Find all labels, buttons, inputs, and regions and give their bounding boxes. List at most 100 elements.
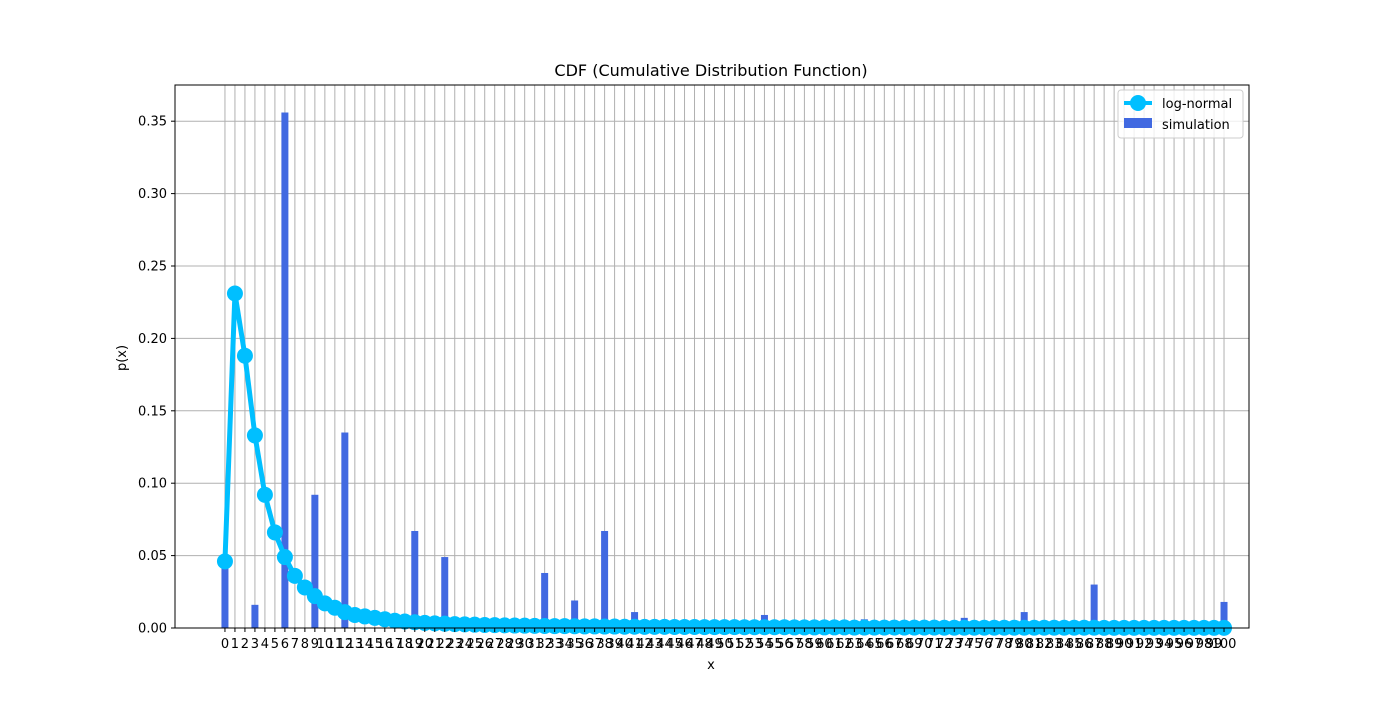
x-tick-label: 5 bbox=[271, 637, 279, 652]
log-normal-point bbox=[276, 549, 293, 566]
x-tick-label: 95 bbox=[1166, 637, 1183, 652]
y-tick-label: 0.10 bbox=[138, 477, 167, 492]
simulation-bar bbox=[541, 572, 549, 628]
legend: log-normal simulation bbox=[1117, 89, 1244, 139]
x-tick-label: 53 bbox=[746, 637, 763, 652]
x-tick-label: 17 bbox=[387, 637, 404, 652]
x-tick-label: 48 bbox=[696, 637, 713, 652]
x-tick-label: 88 bbox=[1096, 637, 1113, 652]
x-tick-label: 65 bbox=[866, 637, 883, 652]
x-tick-label: 2 bbox=[241, 637, 249, 652]
x-tick-label: 47 bbox=[686, 637, 703, 652]
x-tick-label: 56 bbox=[776, 637, 793, 652]
x-tick-label: 63 bbox=[846, 637, 863, 652]
x-tick-label: 74 bbox=[956, 637, 973, 652]
x-tick-label: 34 bbox=[556, 637, 573, 652]
x-tick-label: 3 bbox=[251, 637, 259, 652]
x-tick-label: 86 bbox=[1076, 637, 1093, 652]
x-axis-label: x bbox=[707, 658, 715, 673]
x-tick-label: 91 bbox=[1126, 637, 1143, 652]
simulation-bar bbox=[411, 530, 419, 628]
x-tick-label: 60 bbox=[816, 637, 833, 652]
x-tick-label: 49 bbox=[706, 637, 723, 652]
x-tick-label: 32 bbox=[536, 637, 553, 652]
x-tick-label: 16 bbox=[377, 637, 394, 652]
x-tick-label: 100 bbox=[1212, 637, 1237, 652]
x-tick-label: 64 bbox=[856, 637, 873, 652]
y-tick-label: 0.25 bbox=[138, 260, 167, 275]
simulation-bar bbox=[1090, 584, 1098, 628]
x-tick-label: 39 bbox=[606, 637, 623, 652]
x-tick-label: 33 bbox=[546, 637, 563, 652]
log-normal-point bbox=[246, 427, 263, 444]
legend-label-simulation: simulation bbox=[1162, 118, 1230, 133]
x-tick-label: 78 bbox=[996, 637, 1013, 652]
y-axis-label: p(x) bbox=[115, 345, 130, 371]
x-tick-label: 4 bbox=[261, 637, 269, 652]
x-tick-label: 26 bbox=[476, 637, 493, 652]
x-tick-label: 18 bbox=[397, 637, 414, 652]
x-tick-label: 76 bbox=[976, 637, 993, 652]
x-tick-label: 80 bbox=[1016, 637, 1033, 652]
x-tick-label: 27 bbox=[486, 637, 503, 652]
x-tick-label: 70 bbox=[916, 637, 933, 652]
y-axis-ticks: 0.00 0.05 0.10 0.15 0.20 0.25 0.30 0.35 bbox=[138, 115, 175, 637]
log-normal-point bbox=[236, 347, 253, 364]
y-tick-label: 0.00 bbox=[138, 622, 167, 637]
x-tick-label: 61 bbox=[826, 637, 843, 652]
x-tick-label: 81 bbox=[1026, 637, 1043, 652]
legend-marker-swatch bbox=[1130, 95, 1146, 111]
x-tick-label: 83 bbox=[1046, 637, 1063, 652]
x-tick-label: 28 bbox=[496, 637, 513, 652]
log-normal-point bbox=[286, 567, 303, 584]
x-tick-label: 22 bbox=[436, 637, 453, 652]
x-axis-ticks: 0 1 2 3 4 5 6 7 8 9101112131415161718192021222324… bbox=[221, 628, 1237, 652]
grid bbox=[175, 85, 1249, 629]
x-tick-label: 13 bbox=[347, 637, 364, 652]
simulation-bar bbox=[1220, 601, 1228, 628]
y-tick-label: 0.35 bbox=[138, 115, 167, 130]
y-tick-label: 0.15 bbox=[138, 404, 167, 419]
x-tick-label: 30 bbox=[516, 637, 533, 652]
x-tick-label: 14 bbox=[357, 637, 374, 652]
x-tick-label: 9 bbox=[311, 637, 319, 652]
x-tick-label: 79 bbox=[1006, 637, 1023, 652]
x-tick-label: 96 bbox=[1176, 637, 1193, 652]
log-normal-point bbox=[266, 524, 283, 541]
x-tick-label: 92 bbox=[1136, 637, 1153, 652]
legend-label-log-normal: log-normal bbox=[1162, 97, 1232, 112]
x-tick-label: 31 bbox=[526, 637, 543, 652]
simulation-bar bbox=[281, 112, 289, 628]
simulation-bar bbox=[601, 530, 609, 628]
y-tick-label: 0.30 bbox=[138, 187, 167, 202]
x-tick-label: 1 bbox=[231, 637, 239, 652]
x-tick-label: 29 bbox=[506, 637, 523, 652]
x-tick-label: 20 bbox=[416, 637, 433, 652]
log-normal-point bbox=[256, 486, 273, 503]
x-tick-label: 6 bbox=[281, 637, 289, 652]
x-tick-label: 59 bbox=[806, 637, 823, 652]
y-tick-label: 0.05 bbox=[138, 549, 167, 564]
chart-title: CDF (Cumulative Distribution Function) bbox=[554, 61, 867, 80]
x-tick-label: 7 bbox=[291, 637, 299, 652]
y-tick-label: 0.20 bbox=[138, 332, 167, 347]
x-tick-label: 99 bbox=[1206, 637, 1223, 652]
legend-bar-swatch bbox=[1124, 118, 1152, 128]
x-tick-label: 54 bbox=[756, 637, 773, 652]
x-tick-label: 25 bbox=[466, 637, 483, 652]
simulation-bar bbox=[341, 432, 349, 628]
x-tick-label: 58 bbox=[796, 637, 813, 652]
x-tick-label: 82 bbox=[1036, 637, 1053, 652]
x-tick-label: 19 bbox=[407, 637, 424, 652]
x-tick-label: 38 bbox=[596, 637, 613, 652]
x-tick-label: 40 bbox=[616, 637, 633, 652]
x-tick-label: 36 bbox=[576, 637, 593, 652]
x-tick-label: 15 bbox=[367, 637, 384, 652]
x-tick-label: 67 bbox=[886, 637, 903, 652]
x-tick-label: 44 bbox=[656, 637, 673, 652]
x-tick-label: 71 bbox=[926, 637, 943, 652]
x-tick-label: 24 bbox=[456, 637, 473, 652]
x-tick-label: 69 bbox=[906, 637, 923, 652]
